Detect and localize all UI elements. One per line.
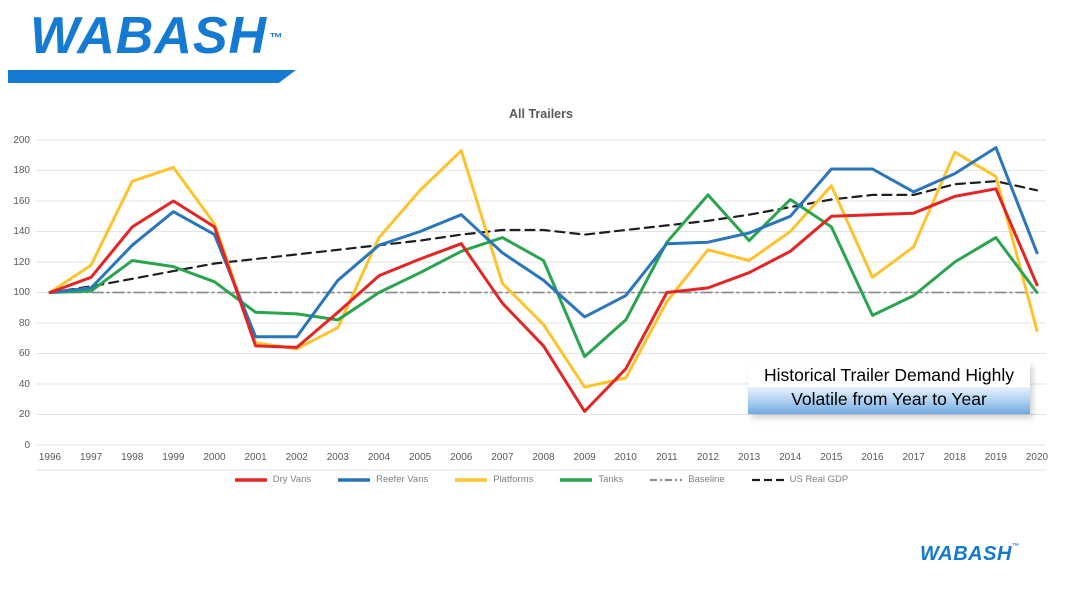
y-axis-tick-label: 140: [13, 226, 30, 237]
y-axis-tick-label: 160: [13, 195, 30, 207]
footer-wordmark-text: WABASH: [920, 543, 1012, 565]
x-axis-tick-label: 2018: [943, 452, 966, 463]
legend-item-reefer-vans: Reefer Vans: [337, 474, 428, 485]
wabash-wordmark-text: WABASH: [30, 7, 268, 65]
x-axis-tick-label: 2005: [409, 452, 432, 463]
series-line-reefer-vans: [48, 146, 1039, 339]
legend-item-baseline: Baseline: [649, 474, 725, 485]
x-axis-tick-label: 2019: [984, 452, 1007, 463]
chart-title: All Trailers: [509, 107, 573, 121]
y-axis-tick-label: 100: [13, 287, 30, 298]
y-axis-tick-label: 0: [24, 439, 30, 451]
legend-line-sample: [560, 477, 593, 482]
legend-label: Dry Vans: [272, 474, 312, 485]
x-axis-tick-label: 2007: [491, 452, 514, 463]
series-line-tanks: [48, 193, 1039, 359]
legend-label: Platforms: [493, 474, 534, 485]
series-line-dry-vans: [48, 187, 1039, 413]
wabash-logo: WABASH ™: [8, 10, 330, 83]
legend-item-platforms: Platforms: [454, 474, 533, 485]
y-axis-tick-label: 120: [13, 256, 30, 268]
x-axis-tick-label: 2002: [285, 452, 308, 463]
series-line-us-real-gdp: [48, 180, 1039, 294]
x-axis-tick-label: 2012: [696, 452, 720, 463]
x-axis-tick-label: 1999: [162, 452, 185, 463]
x-axis-tick-label: 1996: [38, 452, 62, 463]
x-axis-tick-label: 2015: [820, 452, 843, 463]
x-axis-tick-label: 2013: [738, 452, 761, 463]
x-axis-tick-label: 2009: [573, 452, 596, 463]
footer-trademark-symbol: ™: [1011, 543, 1019, 550]
x-axis-tick-label: 2014: [779, 452, 802, 463]
y-axis-tick-label: 80: [18, 317, 30, 329]
x-axis-tick-label: 2011: [656, 452, 678, 463]
legend-item-us-real-gdp: US Real GDP: [751, 474, 849, 485]
x-axis-tick-label: 2010: [614, 452, 637, 463]
x-axis-tick-label: 1998: [121, 452, 144, 463]
trademark-symbol: ™: [269, 30, 284, 45]
y-axis-tick-label: 180: [13, 165, 30, 176]
wabash-wordmark: WABASH ™: [30, 10, 330, 62]
x-axis-tick-label: 2003: [326, 452, 349, 463]
x-axis-tick-label: 2001: [244, 452, 267, 463]
x-axis-tick-label: 2020: [1025, 452, 1049, 463]
legend-line-sample: [751, 478, 784, 481]
legend-line-sample: [338, 477, 371, 482]
callout-text-line2: Volatile from Year to Year: [748, 387, 1030, 414]
y-axis-tick-label: 20: [18, 409, 30, 420]
legend-label: Reefer Vans: [376, 474, 429, 485]
chart-legend: Dry Vans Reefer Vans Platforms Tanks Baselin…: [36, 474, 1046, 485]
x-axis-tick-label: 2004: [367, 452, 391, 463]
legend-line-sample: [234, 477, 267, 482]
x-axis-tick-label: 2016: [861, 452, 884, 463]
x-axis-tick-label: 2006: [450, 452, 473, 463]
callout-box: Historical Trailer Demand Highly Volatil…: [748, 362, 1030, 414]
x-axis-tick-label: 2000: [203, 452, 226, 463]
legend-line-sample: [455, 477, 488, 482]
legend-label: US Real GDP: [789, 474, 849, 485]
legend-label: Baseline: [688, 474, 725, 485]
x-axis-tick-label: 2008: [532, 452, 555, 463]
logo-underline-bar: [8, 70, 296, 83]
series-line-platforms: [48, 149, 1039, 389]
y-axis-tick-label: 200: [13, 134, 30, 146]
y-axis-tick-label: 60: [18, 348, 30, 359]
x-axis-tick-label: 2017: [902, 452, 925, 463]
legend-item-dry-vans: Dry Vans: [234, 474, 311, 485]
legend-line-sample: [650, 478, 683, 481]
y-axis-tick-label: 40: [18, 378, 30, 390]
legend-item-tanks: Tanks: [559, 474, 623, 485]
callout-text-line1: Historical Trailer Demand Highly: [748, 362, 1030, 387]
wabash-footer-logo: WABASH™: [920, 543, 1019, 566]
legend-label: Tanks: [598, 474, 624, 485]
x-axis-tick-label: 1997: [80, 452, 103, 463]
